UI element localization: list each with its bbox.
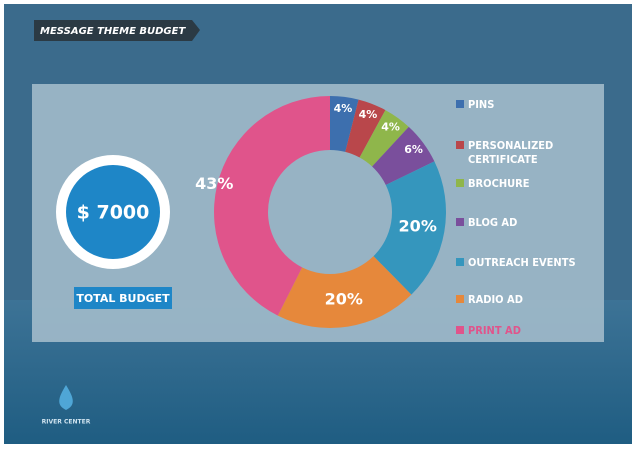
- donut-slice: [330, 96, 359, 152]
- donut-slice: [373, 161, 446, 295]
- legend-label: BROCHURE: [468, 177, 530, 190]
- donut-slice: [345, 99, 386, 158]
- slice-label: 43%: [195, 174, 233, 193]
- legend-swatch: [456, 179, 464, 187]
- legend-item: PINS: [456, 98, 576, 112]
- legend-item: OUTREACH EVENTS: [456, 256, 576, 270]
- legend-item: BROCHURE: [456, 177, 576, 191]
- legend-item: PERSONALIZED CERTIFICATE: [456, 139, 576, 167]
- total-amount: $ 7000: [77, 202, 150, 224]
- donut-slice: [277, 256, 412, 328]
- heading-banner: [34, 20, 200, 41]
- legend-swatch: [456, 218, 464, 226]
- total-circle: [66, 165, 160, 259]
- donut-slice: [372, 126, 435, 185]
- legend-item: RADIO AD: [456, 293, 576, 307]
- legend-swatch: [456, 258, 464, 266]
- logo-text: RIVER CENTER: [42, 419, 91, 426]
- heading: MESSAGE THEME BUDGET: [40, 26, 186, 37]
- slice-label: 4%: [381, 120, 400, 133]
- logo-drop: [59, 385, 73, 410]
- slice-label: 20%: [325, 289, 363, 308]
- slice-label: 4%: [359, 108, 378, 121]
- legend-swatch: [456, 100, 464, 108]
- legend-swatch: [456, 295, 464, 303]
- legend-item: PRINT AD: [456, 324, 576, 338]
- slice-label: 4%: [334, 102, 353, 115]
- legend-label: PINS: [468, 98, 495, 111]
- legend-label: OUTREACH EVENTS: [468, 256, 576, 269]
- legend-label: PRINT AD: [468, 324, 521, 337]
- slice-label: 20%: [399, 217, 437, 236]
- legend-label: PERSONALIZED CERTIFICATE: [468, 139, 554, 166]
- legend-label: BLOG AD: [468, 216, 518, 229]
- legend-item: BLOG AD: [456, 216, 576, 230]
- donut-slice: [359, 110, 409, 167]
- total-label-box: [74, 287, 172, 309]
- legend-label: RADIO AD: [468, 293, 523, 306]
- donut-slice: [214, 96, 330, 316]
- legend-swatch: [456, 326, 464, 334]
- legend-swatch: [456, 141, 464, 149]
- slice-label: 6%: [404, 143, 423, 156]
- total-label: TOTAL BUDGET: [76, 292, 170, 305]
